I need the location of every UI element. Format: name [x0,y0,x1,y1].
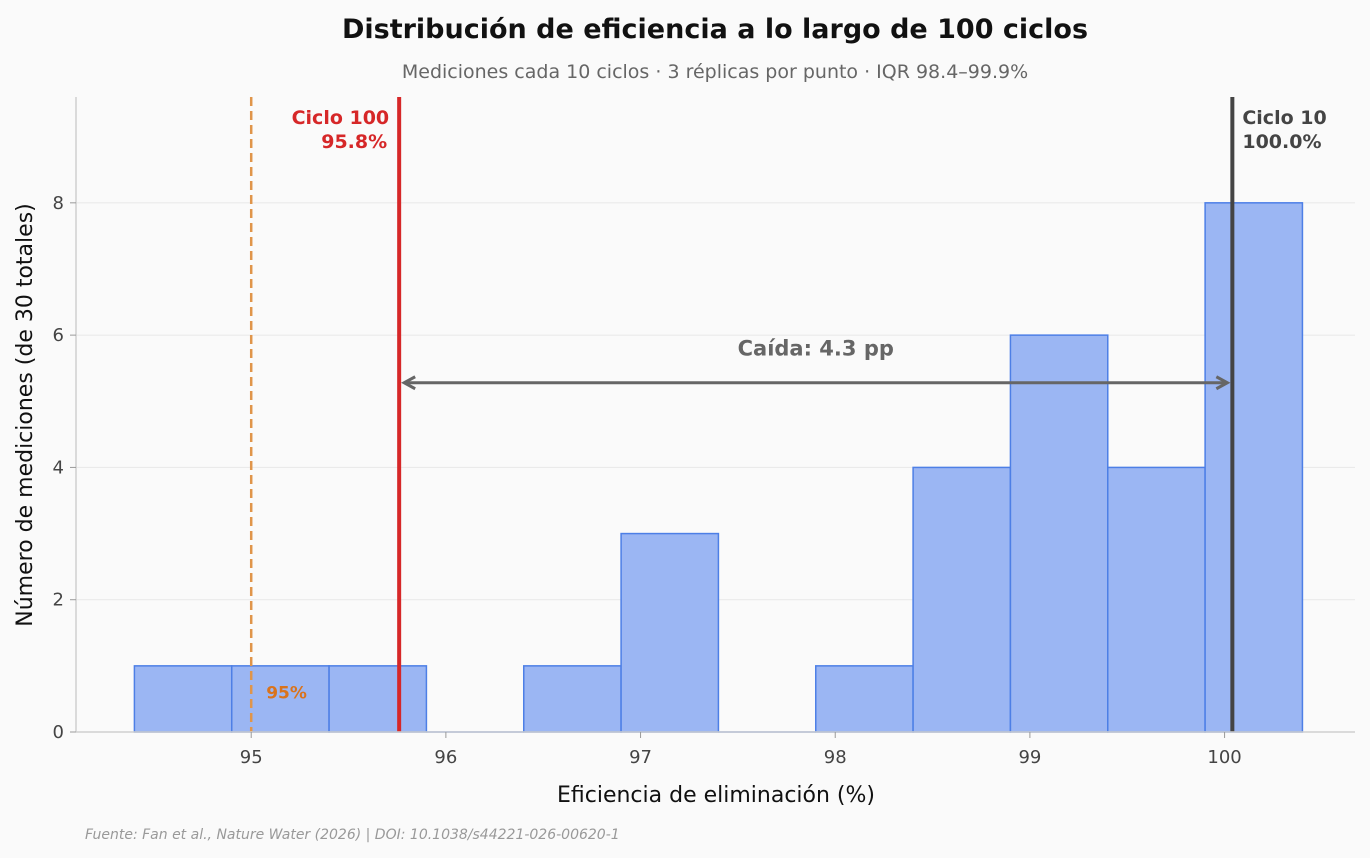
axes: 95 96 97 98 99 100 0 2 4 6 8 [53,97,1355,768]
x-tick-label: 99 [1018,747,1041,768]
histogram-bar [912,466,1012,733]
x-tick-label: 95 [240,747,263,768]
cycle-10-value: 100.0% [1242,131,1321,153]
x-tick-label: 98 [824,747,847,768]
chart-title: Distribución de eficiencia a lo largo de… [342,14,1088,45]
y-tick-label: 6 [53,325,64,346]
histogram-bar [522,665,622,733]
y-tick-label: 0 [53,722,64,743]
histogram-bar [1107,466,1206,733]
y-tick-label: 2 [53,590,64,611]
threshold-label: 95% [266,683,307,703]
y-tick-label: 8 [53,193,64,214]
drop-annotation: Caída: 4.3 pp [401,336,1231,391]
histogram-bar [620,532,720,733]
cycle-10-label: Ciclo 10 [1242,107,1326,129]
histogram-bar [815,665,914,733]
histogram-bars [133,202,1304,733]
chart-subtitle: Mediciones cada 10 ciclos · 3 réplicas p… [402,61,1028,83]
x-tick-label: 100 [1207,747,1241,768]
histogram-bar [328,665,428,733]
drop-label: Caída: 4.3 pp [738,336,894,360]
histogram-bar [1204,202,1304,733]
x-axis-label: Eficiencia de eliminación (%) [557,783,875,808]
x-tick-label: 96 [434,747,457,768]
drop-arrow-head-left [401,375,416,391]
y-axis-label: Número de mediciones (de 30 totales) [13,203,38,626]
source-note: Fuente: Fan et al., Nature Water (2026) … [85,827,620,843]
x-tick-label: 97 [629,747,652,768]
histogram-bar [133,665,233,733]
drop-arrow-head-right [1215,375,1231,391]
cycle-100-label: Ciclo 100 [292,107,390,129]
y-tick-label: 4 [53,457,64,478]
cycle-100-value: 95.8% [321,131,387,153]
histogram-bar [1009,334,1109,733]
